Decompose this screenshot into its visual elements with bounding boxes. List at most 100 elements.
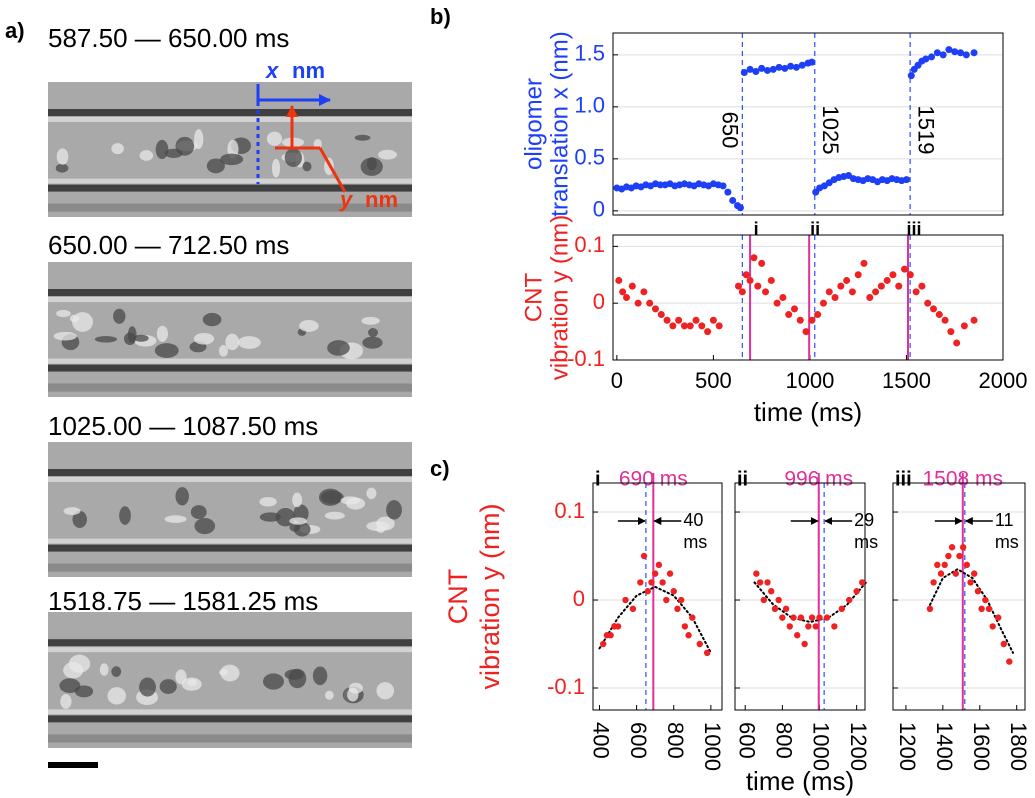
y-tick-label: 0 [593, 289, 605, 314]
molecule-blob [266, 131, 283, 146]
molecule-blob [133, 334, 149, 342]
molecule-blob [113, 308, 126, 324]
y-axis-name: y [339, 187, 354, 212]
x-tick-label: 1000 [700, 722, 725, 771]
panel-label: c) [430, 456, 450, 481]
data-point [607, 632, 614, 639]
data-point [952, 570, 959, 577]
frame-caption: 650.00 — 712.50 ms [48, 230, 289, 260]
molecule-blob [360, 157, 383, 176]
molecule-blob [164, 148, 183, 159]
data-point [935, 311, 943, 319]
data-point [704, 328, 712, 336]
y-axis-unit: nm [365, 187, 398, 212]
micrograph [48, 262, 412, 397]
molecule-blob [259, 512, 281, 522]
tube-wall [48, 184, 412, 192]
molecule-blob [63, 507, 81, 516]
molecule-blob [220, 664, 240, 682]
molecule-blob [324, 511, 345, 520]
data-point [648, 579, 655, 586]
molecule-blob [366, 487, 377, 500]
data-point [754, 282, 762, 290]
data-point [926, 605, 934, 613]
tube-wall-halo [48, 709, 412, 715]
molecule-blob [139, 150, 154, 161]
data-point [736, 204, 744, 212]
molecule-blob [293, 522, 311, 537]
data-point [779, 294, 787, 301]
data-point [762, 288, 770, 296]
data-point [692, 316, 700, 324]
data-point [750, 254, 758, 262]
tube-wall-halo [48, 538, 412, 544]
data-point [848, 288, 856, 296]
x-tick-label: 1000 [785, 368, 834, 393]
data-point [825, 288, 833, 296]
data-point [760, 596, 767, 604]
data-point [816, 614, 823, 621]
molecule-blob [368, 328, 378, 338]
data-point [912, 288, 920, 296]
x-tick-label: 500 [695, 368, 732, 393]
marker-label: iii [907, 219, 922, 239]
data-point [758, 259, 766, 267]
data-point [924, 299, 932, 307]
data-point [666, 570, 674, 577]
marker-label: 996 ms [784, 468, 853, 491]
molecule-blob [386, 500, 402, 520]
data-point [907, 72, 915, 80]
x-tick-label: 0 [611, 368, 623, 393]
data-point [767, 276, 775, 284]
molecule-blob [284, 148, 302, 168]
molecule-blob [190, 505, 207, 520]
data-point [814, 311, 822, 319]
data-point [663, 596, 670, 604]
data-point [742, 271, 750, 279]
y-axis-label: vibration y (nm) [546, 215, 573, 380]
data-point [812, 623, 819, 630]
y-axis-label: translation x (nm) [546, 31, 573, 216]
molecule-blob [271, 158, 281, 178]
data-point [640, 552, 648, 560]
data-point [703, 649, 711, 657]
data-point [953, 339, 961, 347]
data-point [823, 614, 831, 621]
molecule-blob [155, 139, 169, 160]
x-axis-unit: nm [292, 58, 325, 83]
molecule-blob [175, 487, 189, 506]
data-point [794, 632, 801, 639]
x-tick-label: 1800 [1006, 722, 1031, 771]
molecule-blob [292, 492, 303, 508]
data-point [957, 49, 965, 57]
molecule-blob [194, 129, 204, 150]
x-tick-label: 600 [734, 722, 759, 759]
data-point [663, 316, 671, 324]
outer-shade [48, 734, 412, 743]
molecule-blob [159, 679, 177, 694]
data-point [918, 282, 926, 290]
data-point [689, 614, 696, 621]
molecule-blob [325, 690, 334, 700]
chart: 0 0.5 1.0 1.5 650 1025 1519 oligomer translation… [430, 4, 1004, 222]
data-point [681, 623, 689, 630]
data-point [971, 570, 978, 577]
x-tick-label: 600 [626, 722, 651, 759]
data-point [798, 61, 806, 69]
data-point [782, 605, 790, 613]
y-axis-label: vibration y (nm) [475, 503, 505, 689]
molecule-blob [284, 669, 304, 680]
data-point [941, 316, 949, 324]
data-point [930, 579, 937, 586]
data-point [719, 182, 727, 190]
data-point [698, 322, 706, 330]
data-point [1000, 640, 1007, 648]
data-point [797, 614, 805, 621]
data-point [902, 176, 910, 184]
data-point [657, 311, 665, 319]
y-axis-label: CNT [520, 273, 547, 323]
tube-wall-halo [48, 297, 412, 302]
molecule-blob [107, 687, 127, 705]
